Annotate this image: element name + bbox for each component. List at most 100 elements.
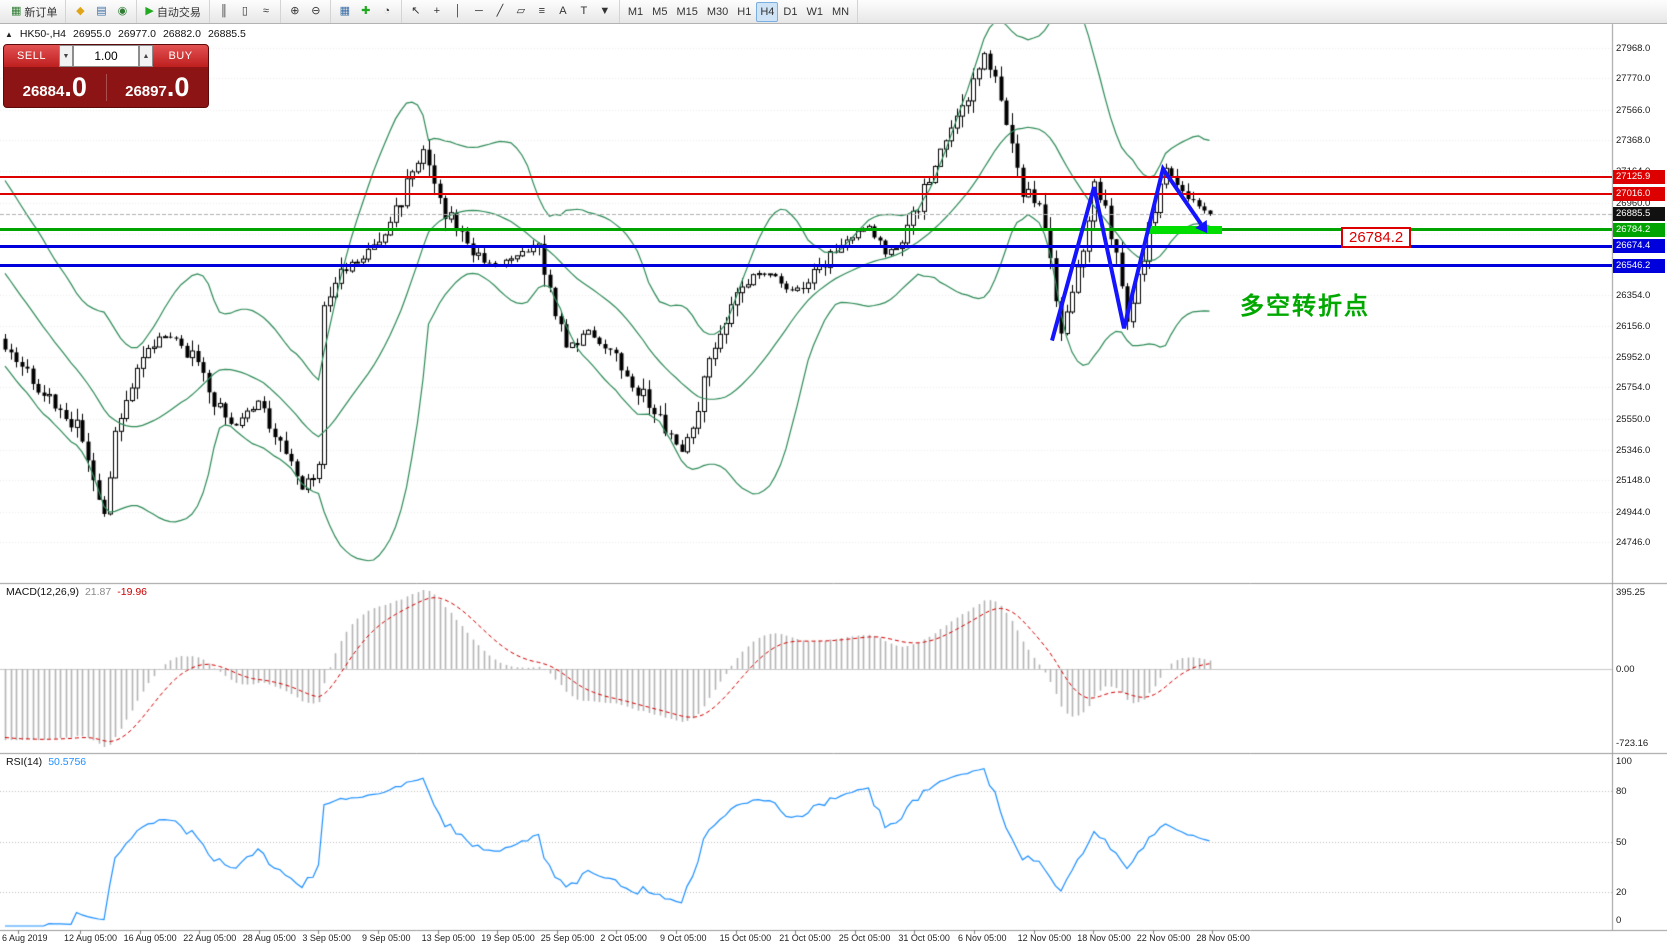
vertical-line-icon: │ — [454, 5, 462, 17]
arrow-object-icon: ▼ — [599, 5, 611, 17]
new-order-button-label: 新订单 — [24, 6, 58, 19]
cursor-button[interactable]: ↖ — [406, 2, 426, 22]
timeframe-d1-label: D1 — [783, 5, 798, 18]
sell-price[interactable]: 26884 .0 — [4, 74, 107, 101]
data-window-icon: ◉ — [117, 5, 128, 17]
channel-button[interactable]: ▱ — [511, 2, 531, 22]
macd-label: MACD(12,26,9) — [6, 586, 79, 598]
line-chart-button[interactable]: ≈ — [256, 2, 276, 22]
toolbar-group: ▦ ✚ ◔ — [331, 0, 402, 23]
high-value: 26977.0 — [118, 28, 156, 40]
charts-window-icon: ◆ — [76, 5, 85, 17]
low-value: 26882.0 — [162, 28, 201, 40]
label-button[interactable]: T — [574, 2, 594, 22]
label-icon: T — [580, 5, 588, 17]
toolbar: ▦ 新订单 ◆ ▤ ◉ ▶ 自动交易 ║ ▯ ≈ ⊕ ⊖ ▦ ✚ ◔ ↖ + │ ─ ╱ ▱ ≡ A T ▼ M1 M5 M15 M30… — [0, 0, 1667, 24]
fibonacci-button[interactable]: ≡ — [532, 2, 552, 22]
timeframe-w1[interactable]: W1 — [802, 2, 827, 22]
trendline-button[interactable]: ╱ — [490, 2, 510, 22]
close-value: 26885.5 — [207, 28, 246, 40]
volume-increase-button[interactable]: ▲ — [139, 45, 153, 67]
volume-decrease-button[interactable]: ▼ — [59, 45, 73, 67]
toolbar-group: M1 M5 M15 M30 H1 H4 D1 W1 MN — [620, 0, 859, 23]
line-chart-icon: ≈ — [262, 5, 269, 17]
bar-chart-button[interactable]: ║ — [214, 2, 234, 22]
autotrading-icon: ▶ — [145, 5, 154, 17]
charts-window-button[interactable]: ◆ — [70, 2, 90, 22]
add-indicator-button[interactable]: ✚ — [356, 2, 376, 22]
rsi-label: RSI(14) — [6, 756, 43, 768]
sell-price-small: 26884 — [22, 83, 65, 100]
timeframe-m15-label: M15 — [676, 5, 698, 18]
timeframe-h4-label: H4 — [760, 5, 775, 18]
toolbar-group: ↖ + │ ─ ╱ ▱ ≡ A T ▼ — [402, 0, 620, 23]
macd-signal-value: -19.96 — [117, 586, 148, 598]
crosshair-button[interactable]: + — [427, 2, 447, 22]
text-icon: A — [559, 5, 567, 17]
one-click-expand-icon[interactable]: ▲ — [5, 29, 13, 39]
timeframe-m1[interactable]: M1 — [624, 2, 647, 22]
toolbar-group: ▦ 新订单 — [3, 0, 67, 23]
toolbar-group: ║ ▯ ≈ — [210, 0, 281, 23]
timeframe-m30[interactable]: M30 — [703, 2, 732, 22]
text-button[interactable]: A — [553, 2, 573, 22]
price-callout[interactable]: 26784.2 — [1341, 226, 1412, 248]
toolbar-group: ▶ 自动交易 — [137, 0, 210, 23]
tile-windows-button[interactable]: ▦ — [335, 2, 355, 22]
timeframe-d1[interactable]: D1 — [779, 2, 801, 22]
timeframe-mn-label: MN — [831, 5, 850, 18]
new-order-button[interactable]: ▦ 新订单 — [7, 2, 61, 22]
candlestick-chart-button[interactable]: ▯ — [235, 2, 255, 22]
timeframe-h1-label: H1 — [737, 5, 752, 18]
vertical-line-button[interactable]: │ — [448, 2, 468, 22]
arrow-object-button[interactable]: ▼ — [595, 2, 615, 22]
buy-price-small: 26897 — [125, 83, 167, 100]
market-watch-button[interactable]: ▤ — [91, 2, 111, 22]
bar-chart-icon: ║ — [219, 5, 228, 17]
sell-price-big: .0 — [64, 72, 87, 102]
volume-input[interactable] — [73, 45, 139, 67]
chinese-annotation[interactable]: 多空转折点 — [1240, 293, 1370, 320]
timeframe-h4[interactable]: H4 — [756, 1, 779, 22]
chart-ohlc-info: ▲ HK50-,H4 26955.0 26977.0 26882.0 26885… — [5, 28, 246, 40]
toolbar-group: ⊕ ⊖ — [281, 0, 331, 23]
one-click-trading-panel: SELL ▼ ▲ BUY 26884 .0 26897 .0 — [3, 44, 209, 108]
zoom-out-button[interactable]: ⊖ — [306, 2, 326, 22]
timeframe-m5[interactable]: M5 — [648, 2, 671, 22]
timeframe-h1[interactable]: H1 — [733, 2, 755, 22]
rsi-label-row: RSI(14) 50.5756 — [6, 756, 86, 768]
autotrading-button-label: 自动交易 — [156, 6, 201, 19]
autotrading-button[interactable]: ▶ 自动交易 — [141, 2, 204, 22]
sell-button[interactable]: SELL — [4, 45, 59, 67]
open-value: 26955.0 — [73, 28, 111, 40]
timeframe-m1-label: M1 — [627, 5, 644, 18]
fibonacci-icon: ≡ — [538, 5, 546, 17]
timeframe-m15[interactable]: M15 — [672, 2, 701, 22]
timeframe-w1-label: W1 — [806, 5, 823, 18]
cursor-icon: ↖ — [411, 5, 421, 17]
horizontal-line-icon: ─ — [474, 5, 483, 17]
horizontal-line-button[interactable]: ─ — [469, 2, 489, 22]
period-separators-icon: ◔ — [383, 5, 391, 17]
market-watch-icon: ▤ — [96, 5, 107, 17]
trendline-icon: ╱ — [496, 5, 504, 17]
channel-icon: ▱ — [516, 5, 526, 17]
toolbar-group: ◆ ▤ ◉ — [66, 0, 138, 23]
data-window-button[interactable]: ◉ — [112, 2, 132, 22]
add-indicator-icon: ✚ — [361, 5, 371, 17]
timeframe-m30-label: M30 — [706, 5, 729, 18]
support-zone-highlight[interactable] — [1148, 225, 1222, 234]
period-separators-button[interactable]: ◔ — [377, 2, 397, 22]
timeframe-m5-label: M5 — [652, 5, 668, 18]
timeframe-mn[interactable]: MN — [828, 2, 853, 22]
zoom-out-icon: ⊖ — [311, 5, 321, 17]
crosshair-icon: + — [433, 5, 441, 17]
buy-price-big: .0 — [166, 72, 190, 102]
buy-button[interactable]: BUY — [153, 45, 208, 67]
buy-price[interactable]: 26897 .0 — [107, 74, 209, 101]
zoom-in-button[interactable]: ⊕ — [285, 2, 305, 22]
macd-label-row: MACD(12,26,9) 21.87 -19.96 — [6, 586, 147, 598]
zoom-in-icon: ⊕ — [290, 5, 300, 17]
